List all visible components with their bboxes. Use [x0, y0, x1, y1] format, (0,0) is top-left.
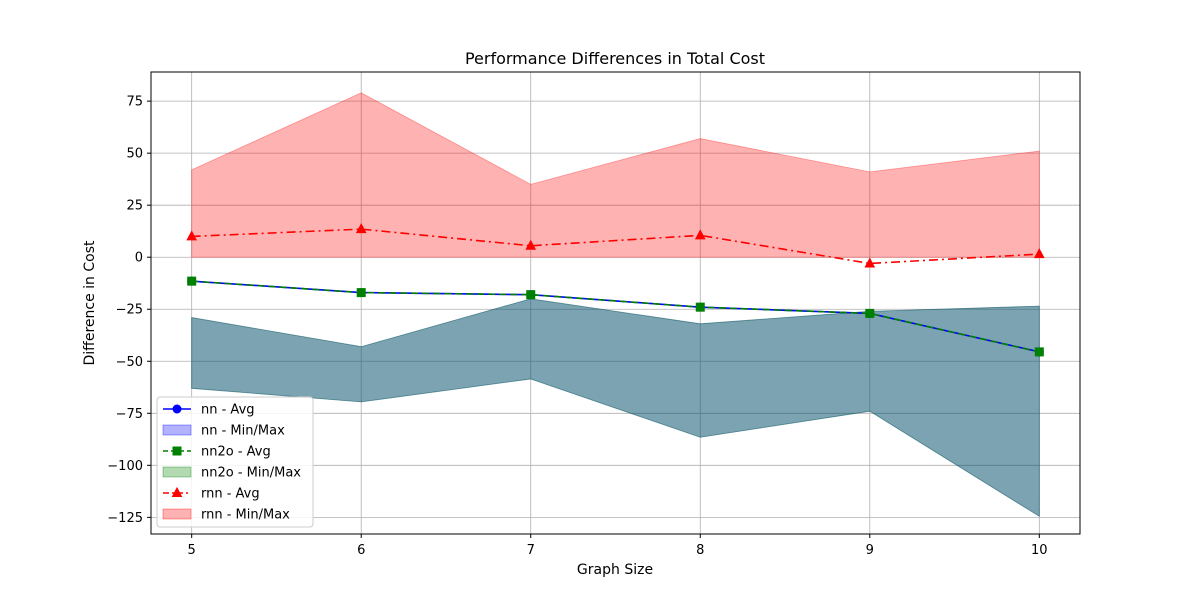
nn2o-avg-marker [187, 276, 197, 286]
nn2o-avg-marker [526, 290, 536, 300]
grid [151, 72, 1080, 534]
axes-ticks: 5 6 7 8 9 10 75 50 25 0 −25 −50 −75 −100 −125 [107, 95, 1047, 558]
nn2o-avg-marker [1034, 347, 1044, 357]
nn2o-minmax-band [191, 298, 1040, 518]
rnn-avg-marker [186, 230, 198, 241]
nn2o-avg-marker [865, 308, 875, 318]
series-lines [191, 228, 1040, 353]
legend-label: nn - Avg [201, 403, 255, 418]
y-tick-label: 25 [126, 199, 143, 214]
y-axis-title: Difference in Cost [82, 240, 98, 365]
rnn-avg-marker [355, 223, 367, 234]
legend-label: nn - Min/Max [201, 424, 285, 439]
rnn-avg-line [191, 228, 1040, 265]
rnn-avg-marker [525, 239, 537, 250]
legend-label: rnn - Min/Max [201, 508, 290, 523]
legend-marker-swatch [171, 486, 183, 497]
y-tick-label: −25 [116, 303, 143, 318]
y-tick-label: 75 [126, 95, 143, 110]
rnn-minmax-band [191, 92, 1040, 258]
y-tick-label: 50 [126, 147, 143, 162]
nn2o-avg-marker [695, 302, 705, 312]
legend-box [156, 396, 314, 528]
x-tick-label: 8 [696, 543, 704, 558]
legend: nn - Avg nn - Min/Max nn2o - Avg nn2o - Min… [156, 396, 314, 528]
rnn-avg-marker [1033, 248, 1045, 259]
x-tick-label: 6 [357, 543, 365, 558]
legend-band-swatch [162, 508, 192, 520]
rnn-avg-marker [694, 229, 706, 240]
legend-band-swatch [162, 466, 192, 478]
x-tick-label: 9 [866, 543, 874, 558]
y-tick-label: 0 [135, 251, 143, 266]
x-tick-label: 5 [188, 543, 196, 558]
nn2o-avg-line [191, 280, 1040, 353]
legend-label: nn2o - Avg [201, 445, 271, 460]
y-tick-label: −125 [107, 511, 143, 526]
legend-label: rnn - Avg [201, 487, 260, 502]
legend-label: nn2o - Min/Max [201, 466, 301, 481]
y-tick-label: −50 [116, 355, 143, 370]
x-tick-label: 7 [527, 543, 535, 558]
x-axis-title: Graph Size [577, 562, 653, 578]
legend-marker-swatch [172, 404, 182, 414]
x-tick-label: 10 [1031, 543, 1048, 558]
legend-marker-swatch [172, 446, 182, 456]
y-tick-label: −100 [107, 459, 143, 474]
rnn-avg-marker [864, 257, 876, 268]
nn2o-avg-marker [356, 288, 366, 298]
series-markers [186, 223, 1045, 357]
legend-band-swatch [162, 424, 192, 436]
plot-frame [150, 71, 1081, 535]
bands [191, 92, 1040, 518]
y-tick-label: −75 [116, 407, 143, 422]
chart-title: Performance Differences in Total Cost [465, 49, 765, 68]
